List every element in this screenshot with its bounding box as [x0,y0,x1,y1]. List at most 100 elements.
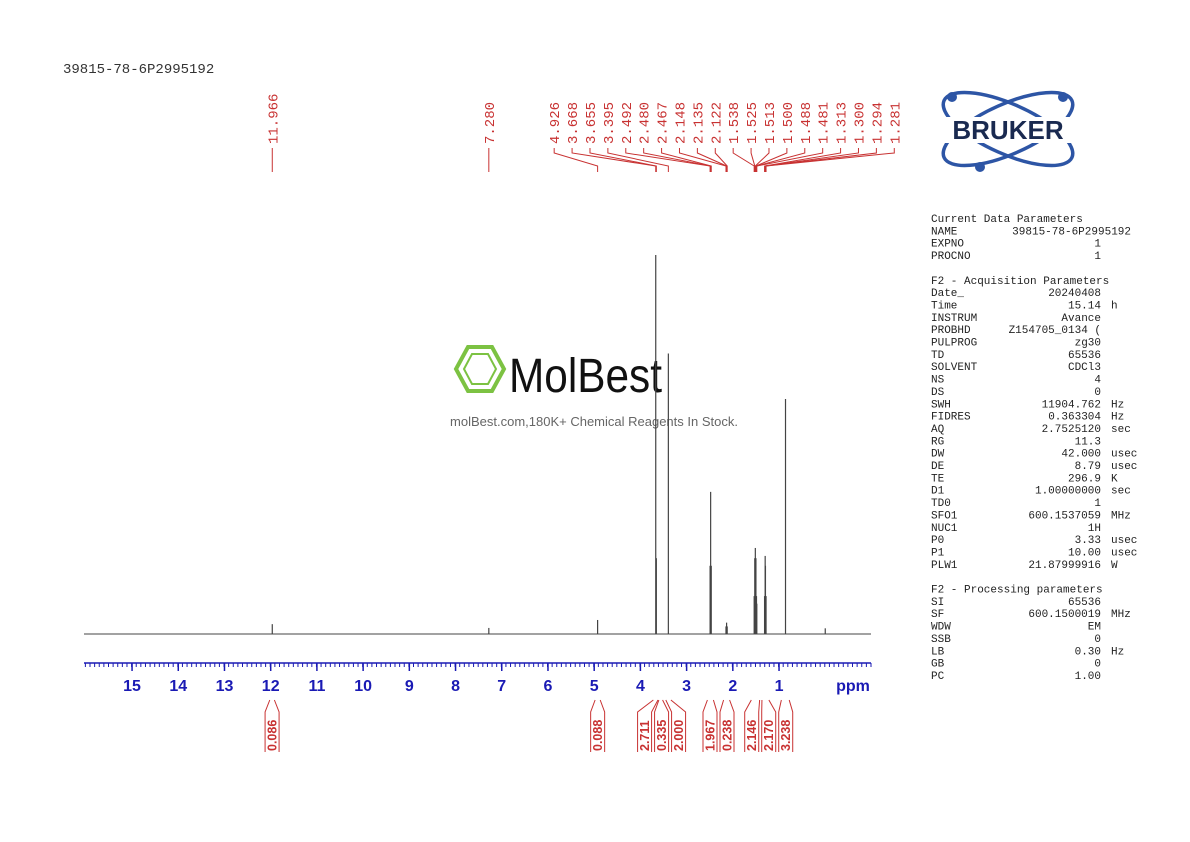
integral-label: 1.967 [703,720,717,751]
integral-bracket [599,699,606,752]
param-name: DW [931,449,945,461]
param-value: 0.30 [1075,646,1101,658]
param-value: 1.00 [1075,671,1101,683]
integral-bracket [719,699,725,752]
param-name: PLW1 [931,560,958,572]
peak-label: 1.294 [870,102,886,144]
param-name: SSB [931,634,951,646]
bruker-logo: BRUKER [926,90,1090,172]
param-value: 600.1537059 [1028,510,1101,522]
param-unit: sec [1111,486,1131,498]
peak-label: 1.488 [799,102,815,144]
x-tick-label: 3 [682,678,691,695]
integral-label: 2.146 [745,720,759,751]
integral-bracket [758,699,761,752]
watermark-brand: MolBest [509,350,662,403]
integral-label: 3.238 [779,720,793,751]
integral-bracket [712,699,718,752]
peak-label-line [732,148,755,172]
x-tick-label: 14 [169,678,187,695]
param-heading: Current Data Parameters [931,214,1083,226]
param-value: 10.00 [1068,547,1101,559]
logo-dot [1058,92,1068,102]
param-name: RG [931,436,944,448]
peak-label: 3.668 [566,102,582,144]
param-value: 0 [1094,387,1101,399]
param-name: DS [931,387,945,399]
x-tick-label: 5 [590,678,599,695]
param-name: FIDRES [931,412,971,424]
integral-label: 2.170 [762,720,776,751]
param-name: SOLVENT [931,362,978,374]
peak-label: 3.655 [584,102,600,144]
param-value: 20240408 [1048,288,1101,300]
param-name: D1 [931,486,945,498]
logo-orbit [941,90,1075,168]
param-value: 1 [1094,251,1101,263]
param-name: NUC1 [931,523,958,535]
integral-bracket [590,699,596,752]
integral-bracket [778,699,782,752]
param-unit: MHz [1111,609,1131,621]
param-name: PROCNO [931,251,971,263]
peak-label-line [571,148,657,172]
param-unit: Hz [1111,412,1124,424]
peak-label-line [765,148,895,172]
param-value: 600.1500019 [1028,609,1101,621]
param-unit: K [1111,473,1118,485]
peak-label-line [553,148,599,172]
x-tick-label: 10 [354,678,372,695]
integral-bracket [670,699,687,752]
param-unit: MHz [1111,510,1131,522]
param-name: SWH [931,399,951,411]
integral-label: 0.335 [655,720,669,751]
watermark-tagline: molBest.com,180K+ Chemical Reagents In S… [450,414,738,429]
param-value: CDCl3 [1068,362,1101,374]
param-unit: W [1111,560,1118,572]
peak-label: 2.122 [709,102,725,144]
param-name: SF [931,609,944,621]
param-value: 1 [1094,498,1101,510]
param-value: Avance [1061,313,1101,325]
peak-label-line [696,148,728,172]
integral-label: 2.711 [638,720,652,751]
peak-label-line [643,148,712,172]
param-value: 0 [1094,659,1101,671]
param-name: TE [931,473,945,485]
param-value: 0 [1094,634,1101,646]
watermark-hexagon [453,345,507,393]
peak-label-line [678,148,727,172]
peak-label: 7.280 [483,102,499,144]
x-tick-label: 12 [262,678,280,695]
logo-band [926,117,1090,143]
param-name: PC [931,671,945,683]
integral-label: 0.238 [720,720,734,751]
peak-label: 2.480 [638,102,654,144]
param-heading: F2 - Acquisition Parameters [931,276,1109,288]
peak-label: 11.966 [266,94,282,144]
peak-label: 1.481 [817,102,833,144]
param-unit: h [1111,300,1118,312]
peak-label-line [764,148,842,172]
param-name: EXPNO [931,239,964,251]
peak-label-line [764,148,877,172]
peak-label-line [714,148,728,172]
peak-label: 2.148 [673,102,689,144]
integral-bracket [744,699,752,752]
param-name: P1 [931,547,945,559]
param-unit: usec [1111,449,1137,461]
logo-orbit [941,90,1075,168]
integral-bracket [788,699,794,752]
param-value: 65536 [1068,350,1101,362]
integral-bracket [702,699,708,752]
x-tick-label: 8 [451,678,460,695]
x-tick-label: 7 [497,678,506,695]
param-name: LB [931,646,945,658]
param-name: GB [931,659,945,671]
x-tick-label: 1 [775,678,784,695]
integral-bracket [662,699,670,752]
param-value: 11.3 [1075,436,1101,448]
param-name: PROBHD [931,325,971,337]
